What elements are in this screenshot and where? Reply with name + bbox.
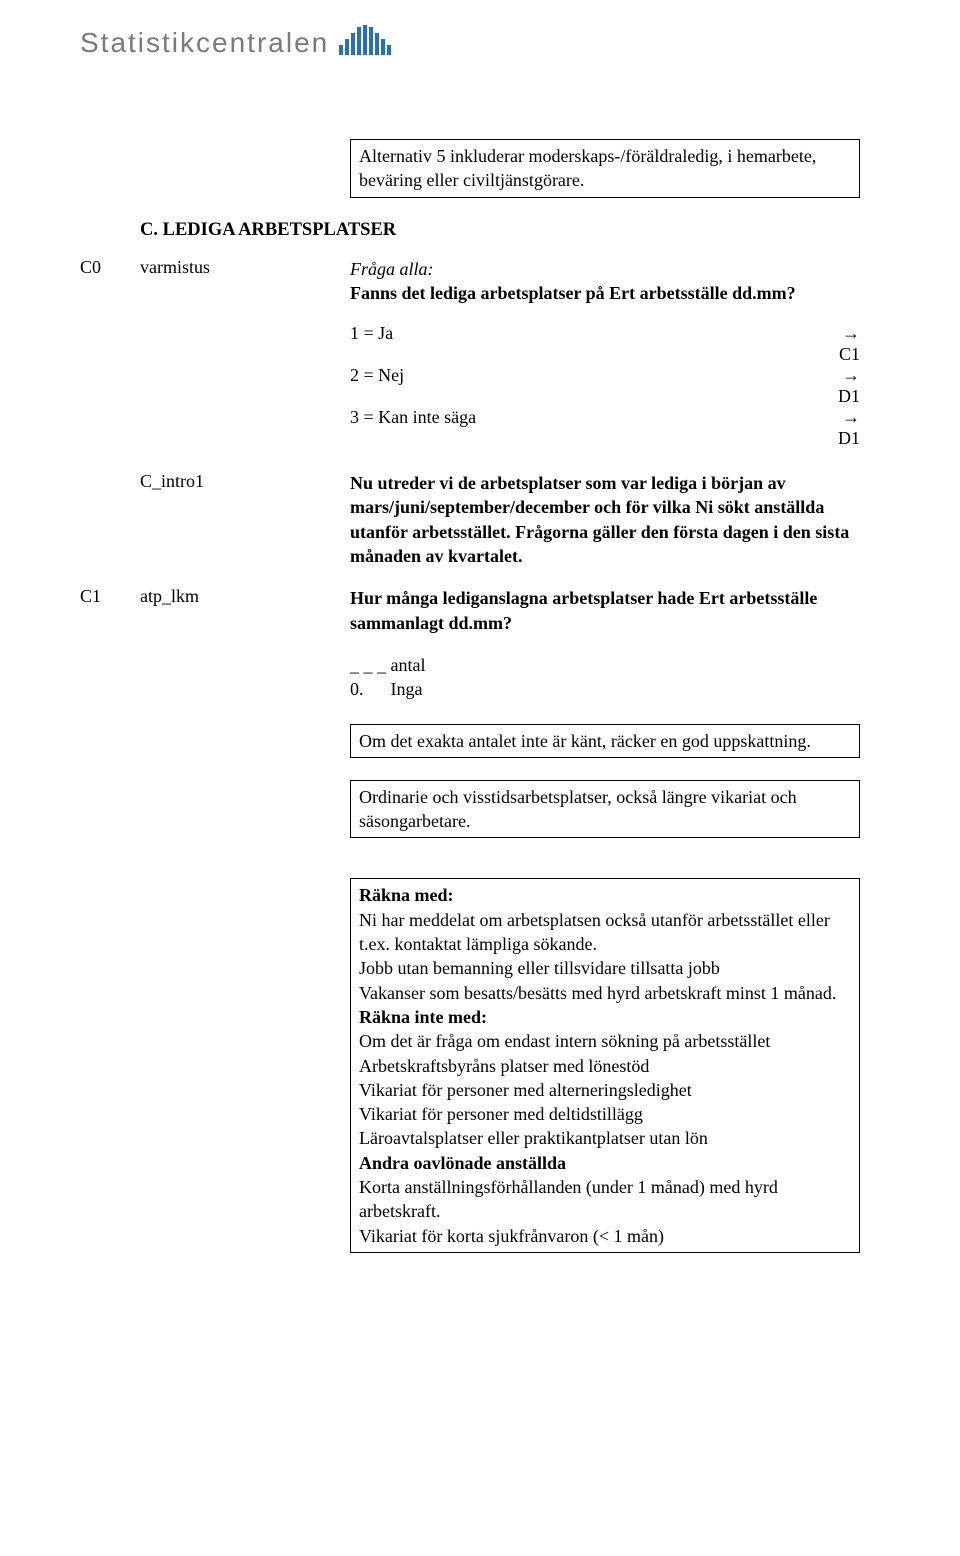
opt-c0-1: 1 = Ja (350, 323, 810, 365)
prompt-c0: Fråga alla: (350, 257, 880, 281)
logo-text: Statistikcentralen (80, 27, 329, 59)
rakna-l3: Vakanser som besatts/besätts med hyrd ar… (359, 981, 851, 1005)
rakna-l7: Vikariat för personer med deltidstillägg (359, 1102, 851, 1126)
rakna-l4: Om det är fråga om endast intern sökning… (359, 1029, 851, 1053)
jump-c0-2: → D1 (810, 365, 860, 407)
rakna-med-h: Räkna med: (359, 883, 851, 907)
note-text: Alternativ 5 inkluderar moderskaps-/förä… (359, 146, 816, 190)
question-text-c0: Fanns det lediga arbetsplatser på Ert ar… (350, 281, 880, 305)
ans-c1-inga: 0. Inga (350, 677, 860, 701)
rakna-l9: Korta anställningsförhållanden (under 1 … (359, 1175, 851, 1224)
rakna-l2: Jobb utan bemanning eller tillsvidare ti… (359, 956, 851, 980)
rakna-l10: Vikariat för korta sjukfrånvaron (< 1 må… (359, 1224, 851, 1248)
rakna-inte-h: Räkna inte med: (359, 1005, 851, 1029)
note-alternativ-5: Alternativ 5 inkluderar moderskaps-/förä… (350, 139, 860, 198)
text-c-intro1: Nu utreder vi de arbetsplatser som var l… (350, 471, 880, 568)
question-c0: C0 varmistus Fråga alla: Fanns det ledig… (80, 257, 880, 306)
rakna-l6: Vikariat för personer med alterneringsle… (359, 1078, 851, 1102)
logo: Statistikcentralen (80, 25, 880, 59)
box1-text: Om det exakta antalet inte är känt, räck… (359, 731, 811, 751)
andra-oavlonade-h: Andra oavlönade anställda (359, 1151, 851, 1175)
opt-c0-3: 3 = Kan inte säga (350, 407, 810, 449)
box-ordinarie: Ordinarie och visstidsarbetsplatser, ock… (350, 780, 860, 839)
jump-c0-1: → C1 (810, 323, 860, 365)
logo-icon (339, 25, 391, 59)
var-c-intro1: C_intro1 (140, 471, 350, 492)
var-c0: varmistus (140, 257, 350, 278)
box2-text: Ordinarie och visstidsarbetsplatser, ock… (359, 787, 797, 831)
c-intro1: C_intro1 Nu utreder vi de arbetsplatser … (80, 471, 880, 568)
box-uppskattning: Om det exakta antalet inte är känt, räck… (350, 724, 860, 758)
rakna-l5: Arbetskraftsbyråns platser med lönestöd (359, 1054, 851, 1078)
box-rakna: Räkna med: Ni har meddelat om arbetsplat… (350, 878, 860, 1252)
section-c-title: C. LEDIGA ARBETSPLATSER (140, 220, 880, 241)
jump-c0-3: → D1 (810, 407, 860, 449)
rakna-l1: Ni har meddelat om arbetsplatsen också u… (359, 908, 851, 957)
ans-c1-antal: _ _ _ antal (350, 653, 860, 677)
code-c0: C0 (80, 257, 140, 278)
options-c0: 1 = Ja → C1 2 = Nej → D1 3 = Kan inte sä… (350, 323, 860, 449)
answers-c1: _ _ _ antal 0. Inga (350, 653, 860, 702)
code-c1: C1 (80, 586, 140, 607)
var-c1: atp_lkm (140, 586, 350, 607)
question-text-c1: Hur många lediganslagna arbetsplatser ha… (350, 586, 880, 635)
question-c1: C1 atp_lkm Hur många lediganslagna arbet… (80, 586, 880, 635)
rakna-l8: Läroavtalsplatser eller praktikantplatse… (359, 1126, 851, 1150)
opt-c0-2: 2 = Nej (350, 365, 810, 407)
